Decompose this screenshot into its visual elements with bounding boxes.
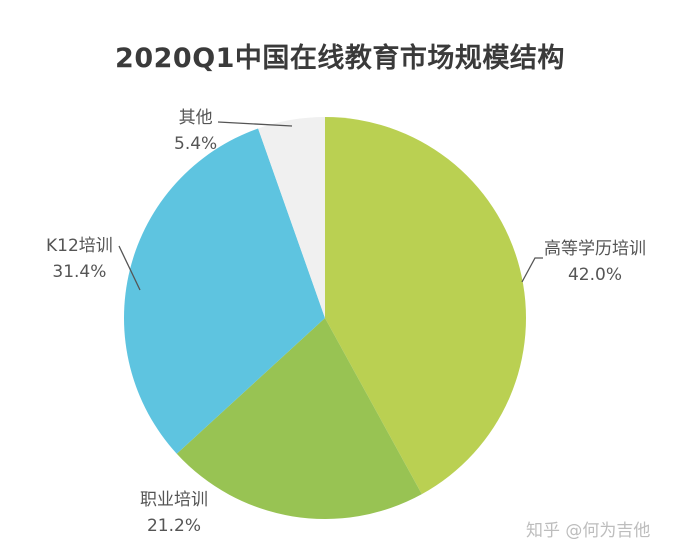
leader-line-other (217, 121, 293, 127)
slice-higher-education (325, 117, 527, 495)
watermark: 知乎 @何为吉他 (526, 521, 651, 541)
slice-other (258, 117, 325, 318)
label-vocational: 职业培训 21.2% (140, 487, 208, 539)
label-k12: K12培训 31.4% (46, 233, 113, 285)
leader-line-higher-edu (521, 257, 543, 283)
label-other: 其他 5.4% (174, 105, 217, 157)
leader-line-k12 (118, 245, 141, 291)
label-percent: 5.4% (174, 134, 218, 154)
label-name: 其他 (178, 108, 213, 128)
slice-k12 (124, 128, 325, 454)
label-name: 高等学历培训 (544, 239, 646, 259)
label-name: K12培训 (46, 236, 113, 256)
label-percent: 31.4% (52, 262, 107, 282)
slice-vocational (176, 318, 422, 519)
chart-title: 2020Q1中国在线教育市场规模结构 (115, 43, 565, 74)
label-higher-education: 高等学历培训 42.0% (544, 236, 646, 288)
label-percent: 21.2% (146, 516, 201, 536)
label-name: 职业培训 (140, 490, 208, 510)
label-percent: 42.0% (567, 265, 622, 285)
